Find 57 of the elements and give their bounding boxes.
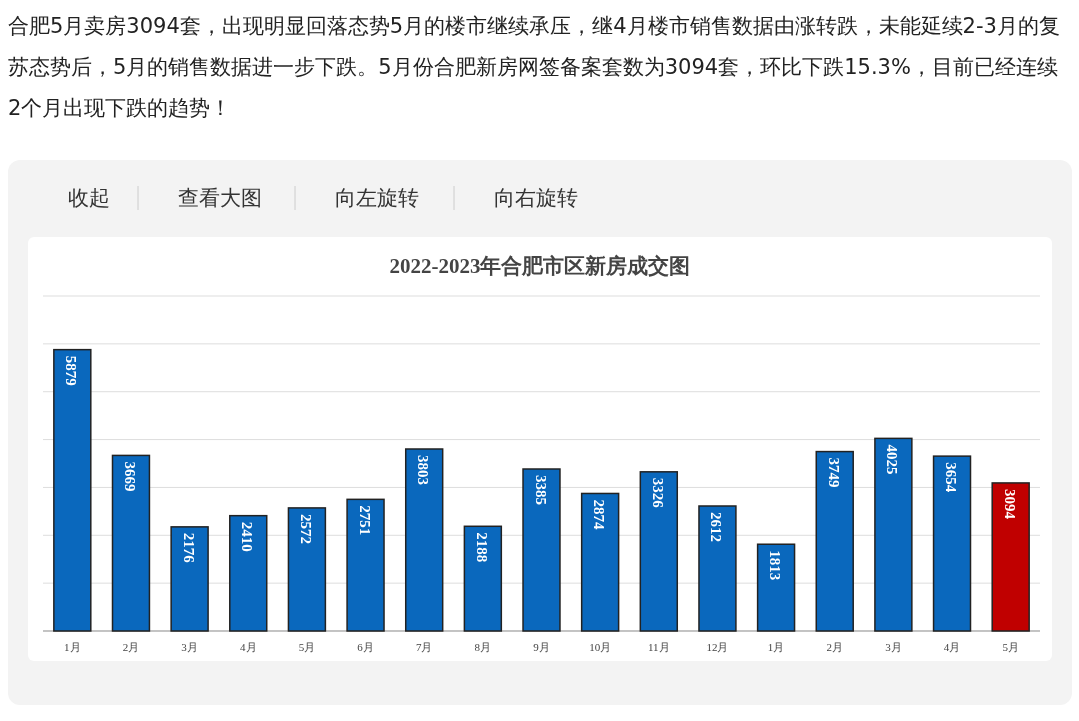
text: 合肥5月卖房3094套，出现明显回落态势5月的楼市继续承压，继4月楼市销售数据由涨转跌，未能延续2-3月的复苏态势后，5月的销售数据进一步下跌。5月份合肥新房网签备案套数为3094套，环比下跌15.3%，目前已经连续2个月出现下跌的趋势！ — [8, 13, 1061, 122]
x-tick-label: 5月 — [1002, 641, 1019, 653]
data-label: 3326 — [649, 477, 666, 509]
x-tick-label: 2月 — [826, 641, 843, 653]
bar — [932, 455, 972, 632]
text: 向右旋转 — [494, 186, 578, 210]
data-label: 2188 — [473, 532, 490, 563]
data-label: 3654 — [943, 462, 960, 493]
x-tick-label: 5月 — [298, 641, 316, 653]
chart-title: 2022-2023年合肥市区新房成交图 — [389, 254, 691, 278]
bar — [991, 482, 1030, 632]
x-tick-label: 9月 — [533, 641, 550, 653]
data-label: 4025 — [884, 444, 901, 475]
bar — [874, 437, 913, 632]
bar — [111, 454, 151, 632]
bar — [463, 525, 503, 632]
bar — [404, 448, 444, 632]
x-tick-label: 7月 — [415, 641, 433, 653]
bar — [815, 450, 854, 632]
x-tick-label: 2月 — [122, 641, 140, 653]
x-tick-label: 3月 — [885, 641, 902, 653]
x-tick-label: 11月 — [648, 641, 670, 653]
data-label: 3385 — [532, 475, 549, 505]
x-tick-label: 8月 — [474, 641, 492, 653]
text: 收起 — [68, 186, 110, 210]
bar — [698, 505, 737, 632]
bar — [346, 498, 385, 632]
data-label: 1813 — [767, 550, 784, 581]
bar — [756, 543, 796, 632]
data-label: 2410 — [239, 521, 256, 552]
data-label: 2874 — [591, 499, 608, 530]
bar — [580, 492, 620, 632]
text: 查看大图 — [178, 186, 262, 210]
bar — [639, 471, 679, 632]
data-label: 5879 — [63, 355, 80, 386]
bar — [287, 507, 327, 632]
data-label: 2176 — [180, 532, 197, 564]
text: 向左旋转 — [335, 186, 419, 210]
x-tick-label: 4月 — [240, 641, 257, 653]
data-label: 3749 — [825, 457, 842, 488]
data-label: 3803 — [415, 455, 432, 485]
x-tick-label: 4月 — [943, 641, 961, 653]
x-tick-label: 3月 — [181, 641, 198, 653]
bar — [53, 348, 92, 632]
x-tick-label: 10月 — [589, 641, 612, 653]
x-tick-label: 1月 — [64, 641, 81, 653]
bar — [229, 514, 268, 632]
data-label: 3094 — [1001, 488, 1018, 520]
data-label: 3669 — [121, 461, 138, 492]
x-tick-label: 6月 — [357, 641, 374, 653]
data-label: 2572 — [297, 513, 314, 544]
data-label: 2612 — [708, 512, 725, 542]
bar — [170, 526, 209, 632]
x-tick-label: 1月 — [767, 641, 785, 653]
x-tick-label: 12月 — [706, 641, 729, 653]
bar — [522, 468, 561, 632]
data-label: 2751 — [356, 505, 373, 536]
